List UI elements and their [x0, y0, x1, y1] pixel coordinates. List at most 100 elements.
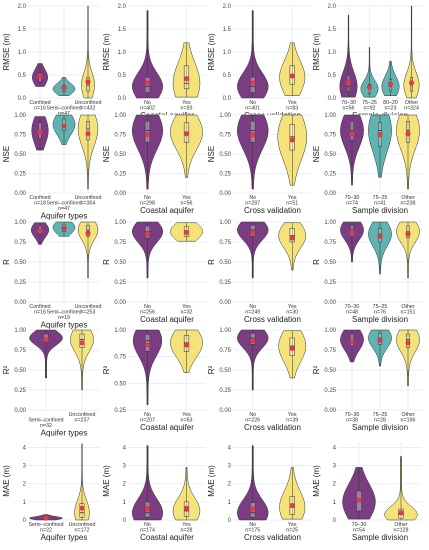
count-label-1: n=28 [181, 528, 193, 534]
mean-point-1 [289, 502, 295, 509]
y-tick-label: 0.00 [219, 191, 231, 197]
y-tick-label: 4 [23, 445, 27, 451]
y-tick-label: 0.75 [114, 133, 126, 139]
count-label-0: n=38 [346, 418, 358, 424]
count-label-1: n=56 [181, 201, 193, 207]
count-label-0: n=32 [40, 423, 52, 429]
y-tick-label: 1.00 [114, 220, 126, 226]
y-tick-label: 1.0 [328, 50, 337, 56]
count-label-1: n=76 [374, 310, 386, 316]
y-tick-label: 0 [23, 518, 27, 524]
count-label-1: n=83 [286, 106, 298, 112]
count-label-2: n=304 [81, 201, 96, 207]
category-label-3: Other [405, 100, 418, 106]
y-tick-label: 0.50 [14, 152, 26, 158]
mean-point-0 [144, 131, 151, 138]
count-label-0: n=74 [346, 201, 358, 207]
y-tick-label: 0.50 [114, 152, 126, 158]
count-label-0: n=18 [34, 201, 46, 207]
mean-point-2 [85, 79, 91, 85]
y-tick-label: 0.75 [14, 348, 26, 354]
y-tick-label: 2 [23, 482, 27, 488]
category-label-2: 80–20 [383, 100, 398, 106]
y-tick-label: 1.00 [324, 220, 336, 226]
x-axis-title: Coastal aquifer [140, 533, 194, 542]
count-label-1: n=47 [58, 111, 70, 117]
y-tick-label: 0.75 [324, 133, 336, 139]
y-tick-label: 0.25 [219, 388, 231, 394]
mean-point-0 [43, 515, 49, 521]
count-label-0: n=401 [245, 106, 260, 112]
y-tick-label: 0.25 [324, 172, 336, 178]
y-tick-label: 0.50 [114, 381, 126, 387]
mean-point-2 [405, 131, 411, 137]
mean-point-1 [61, 85, 67, 91]
y-tick-label: 3 [333, 464, 337, 470]
y-tick-label: 2.0 [328, 4, 337, 10]
y-tick-label: 1.0 [18, 50, 27, 56]
y-tick-label: 0.75 [219, 133, 231, 139]
x-axis-title: Aquifer types [41, 321, 88, 330]
category-label-1: 75–25 [373, 304, 388, 310]
count-label-2: n=23 [385, 106, 397, 112]
y-tick-label: 0 [123, 518, 127, 524]
category-label-2: Other [401, 195, 414, 201]
y-tick-label: 0.00 [324, 300, 336, 306]
y-tick-label: 0 [228, 518, 232, 524]
y-tick-label: 1.00 [219, 328, 231, 334]
y-tick-label: 0.0 [18, 96, 27, 102]
x-axis-title: Cross validation [244, 423, 301, 432]
panel-1-2: 0.00 0.25 0.50 0.75 1.00 NSE Non=287 Yesn=51Cro… [207, 113, 312, 215]
y-tick-label: 1.00 [324, 328, 336, 334]
count-label-0: n=175 [245, 528, 260, 534]
y-tick-label: 4 [123, 445, 127, 451]
category-label-1: Yes [182, 195, 191, 201]
y-tick-label: 0.25 [114, 172, 126, 178]
category-label-1: Yes [288, 412, 297, 418]
y-tick-label: 0.50 [324, 368, 336, 374]
mean-point-1 [377, 131, 383, 138]
category-label-1: Other [394, 522, 407, 528]
mean-point-2 [85, 230, 91, 236]
y-tick-label: 2 [228, 482, 232, 488]
count-label-0: n=16 [34, 106, 46, 112]
y-tick-label: 2.0 [18, 4, 27, 10]
y-tick-label: 1 [228, 500, 232, 506]
y-tick-label: 1.5 [118, 27, 127, 33]
y-tick-label: 0.5 [328, 73, 337, 79]
category-label-1: Unconfined [69, 412, 96, 418]
x-axis-title: Sample division [352, 315, 408, 324]
y-axis-label: MAE (m) [102, 465, 111, 497]
category-label-0: No [144, 100, 151, 106]
x-axis-title: Aquifer types [41, 212, 88, 221]
mean-point-0 [43, 337, 49, 343]
y-axis-label: NSE [207, 146, 216, 162]
y-axis-label: MAE (m) [312, 465, 321, 497]
mean-point-0 [250, 338, 256, 344]
mean-point-0 [144, 80, 151, 86]
y-axis-label: NSE [102, 146, 111, 162]
panel-3-3: 0.00 0.25 0.50 0.75 1.00 R² 70–30n=38 75–25n=28… [312, 328, 422, 432]
y-tick-label: 1.00 [114, 113, 126, 119]
count-label-2: n=238 [401, 201, 416, 207]
count-label-0: n=249 [245, 310, 260, 316]
mean-point-0 [144, 231, 151, 237]
y-tick-label: 0.25 [219, 280, 231, 286]
y-tick-label: 0.00 [219, 300, 231, 306]
y-tick-label: 2 [123, 482, 127, 488]
mean-point-1 [79, 340, 85, 346]
mean-point-1 [289, 137, 295, 143]
box-2 [86, 120, 90, 141]
category-label-1: Yes [182, 304, 191, 310]
x-axis-title: Sample division [352, 423, 408, 432]
mean-point-0 [349, 338, 355, 344]
y-tick-label: 0.25 [324, 388, 336, 394]
count-label-2: n=253 [81, 310, 96, 316]
mean-point-1 [377, 337, 383, 343]
y-tick-label: 0.75 [219, 348, 231, 354]
count-label-0: n=298 [140, 201, 155, 207]
mean-point-1 [377, 233, 383, 239]
mean-point-1 [398, 510, 404, 516]
mean-point-0 [250, 230, 256, 236]
